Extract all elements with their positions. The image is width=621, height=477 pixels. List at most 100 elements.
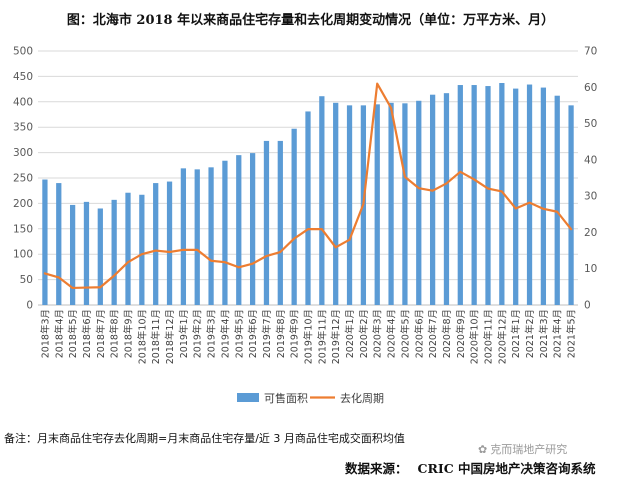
- bar: [208, 167, 214, 305]
- y-tick-label-right: 70: [584, 46, 597, 58]
- x-tick-label: 2018年6月: [81, 309, 93, 358]
- y-tick-label-left: 450: [13, 71, 33, 83]
- chart: 0 50 100 150 200 250 300 350 400 450 500 0 10 20 30 40 5…: [13, 46, 597, 406]
- watermark-text: 克而瑞地产研究: [490, 443, 568, 456]
- x-tick-label: 2021年5月: [566, 309, 578, 358]
- x-tick-label: 2021年1月: [510, 309, 522, 358]
- bar: [56, 183, 62, 305]
- x-tick-label: 2018年9月: [123, 309, 135, 358]
- legend-label-line: 去化周期: [340, 391, 384, 405]
- bar: [97, 208, 103, 305]
- bar: [277, 140, 283, 305]
- bar: [222, 160, 228, 305]
- x-tick-label: 2020年3月: [372, 309, 384, 358]
- y-tick-label-right: 10: [584, 263, 597, 275]
- bar: [374, 104, 380, 305]
- series-line: [43, 82, 573, 290]
- y-tick-label-left: 350: [13, 122, 33, 134]
- x-tick-label: 2018年5月: [67, 309, 79, 358]
- x-tick-label: 2019年3月: [206, 309, 218, 358]
- x-tick-label: 2019年1月: [178, 309, 190, 358]
- x-tick-label: 2021年2月: [524, 309, 536, 358]
- source-value: CRIC 中国房地产决策咨询系统: [417, 461, 596, 476]
- legend-swatch-bar: [237, 393, 259, 402]
- x-tick-label: 2020年7月: [427, 309, 439, 358]
- bar: [69, 204, 76, 305]
- bar: [139, 194, 145, 305]
- bar: [540, 87, 547, 306]
- bar: [236, 155, 242, 305]
- y-tick-label-left: 0: [26, 300, 33, 312]
- x-tick-label: 2019年6月: [247, 309, 259, 358]
- x-tick-label: 2020年5月: [399, 309, 411, 358]
- x-tick-label: 2020年4月: [386, 309, 398, 358]
- x-tick-label: 2018年12月: [164, 309, 176, 364]
- x-tick-label: 2019年4月: [219, 309, 231, 358]
- bar: [513, 88, 519, 305]
- wechat-icon: ✿: [478, 443, 488, 456]
- x-tick-label: 2021年4月: [552, 309, 564, 358]
- x-tick-label: 2018年7月: [95, 309, 107, 358]
- x-tick-label: 2020年9月: [455, 309, 467, 358]
- bar: [471, 85, 477, 305]
- x-tick-label: 2020年12月: [496, 309, 508, 364]
- x-tick-label: 2020年6月: [413, 309, 425, 358]
- chart-title: 图：北海市 2018 年以来商品住宅存量和去化周期变动情况（单位：万平方米、月）: [66, 13, 555, 28]
- y-tick-label-left: 500: [13, 46, 33, 58]
- x-tick-label: 2020年11月: [483, 309, 495, 364]
- y-tick-label-left: 250: [13, 173, 33, 185]
- x-tick-label: 2020年1月: [344, 309, 356, 358]
- x-tick-label: 2019年8月: [275, 309, 287, 358]
- bar: [429, 94, 436, 305]
- bar: [499, 83, 505, 305]
- bar: [305, 111, 311, 306]
- y-tick-label-left: 200: [13, 198, 33, 210]
- source-label: 数据来源：: [345, 461, 408, 476]
- x-tick-label: 2018年11月: [150, 309, 162, 364]
- bar: [42, 179, 48, 305]
- bar: [388, 102, 394, 305]
- x-tick-label: 2019年7月: [261, 309, 273, 358]
- x-tick-label: 2018年3月: [39, 309, 51, 358]
- x-tick-label: 2019年2月: [192, 309, 204, 358]
- y-tick-label-left: 150: [13, 223, 33, 235]
- bar: [263, 140, 270, 305]
- x-tick-label: 2019年11月: [316, 309, 328, 364]
- x-tick-label: 2020年2月: [358, 309, 370, 358]
- x-tick-label: 2019年9月: [289, 309, 301, 358]
- y-tick-label-left: 400: [13, 96, 33, 108]
- watermark: ✿ 克而瑞地产研究: [478, 441, 567, 457]
- footnote: 备注：月末商品住宅存去化周期=月末商品住宅存量/近 3 月商品住宅成交面积均值: [4, 432, 405, 445]
- bar: [125, 192, 131, 305]
- bar: [457, 85, 463, 305]
- bar: [416, 100, 422, 305]
- y-tick-label-right: 20: [584, 227, 597, 239]
- bar: [153, 183, 159, 305]
- x-tick-label: 2018年10月: [136, 309, 148, 364]
- y-tick-label-right: 40: [584, 154, 597, 166]
- bar: [180, 168, 187, 305]
- legend-label-bar: 可售面积: [264, 391, 308, 405]
- bar: [526, 84, 533, 305]
- y-tick-label-left: 50: [20, 274, 33, 286]
- bar: [166, 181, 173, 305]
- bar: [568, 105, 574, 305]
- data-source: 数据来源： CRIC 中国房地产决策咨询系统: [345, 458, 596, 477]
- bar: [319, 96, 325, 305]
- y-tick-label-right: 0: [584, 300, 591, 312]
- bar: [402, 103, 408, 305]
- bar: [554, 95, 560, 305]
- x-tick-label: 2019年12月: [330, 309, 342, 364]
- x-tick-label: 2018年4月: [53, 309, 65, 358]
- x-tick-label: 2018年8月: [109, 309, 121, 358]
- y-tick-label-right: 60: [584, 82, 597, 94]
- bar: [443, 93, 450, 305]
- x-tick-label: 2019年10月: [303, 309, 315, 364]
- bar: [83, 201, 90, 305]
- bar: [346, 105, 353, 305]
- x-tick-label: 2021年3月: [538, 309, 550, 358]
- y-tick-label-left: 100: [13, 249, 33, 261]
- y-tick-label-right: 30: [584, 191, 597, 203]
- y-tick-label-right: 50: [584, 118, 597, 130]
- bar: [194, 169, 200, 305]
